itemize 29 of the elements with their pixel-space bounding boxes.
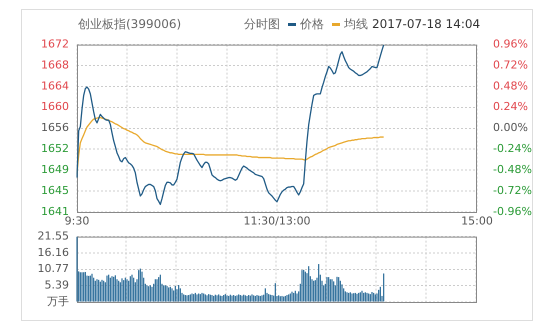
x-tick-label: 11:30/13:00 <box>243 214 311 228</box>
y2-tick-label: 0.00% <box>493 121 528 134</box>
y2-tick-label: -0.96% <box>493 204 532 218</box>
y2-tick-label: 0.72% <box>493 58 528 72</box>
y-tick-label: 16.16 <box>38 246 69 259</box>
y2-tick-label: 0.48% <box>493 79 528 92</box>
y2-tick-label: -0.24% <box>493 142 532 156</box>
y2-tick-label: -0.72% <box>493 184 532 197</box>
y-tick-label: 1645 <box>41 184 69 197</box>
y-tick-label: 21.55 <box>38 229 69 242</box>
legend-title: 分时图 <box>244 17 280 31</box>
x-tick-label: 15:00 <box>461 214 493 228</box>
y-tick-label: 1660 <box>41 100 69 114</box>
y-tick-label: 10.77 <box>38 262 69 276</box>
y-tick-label: 1672 <box>41 37 69 50</box>
y-tick-label: 1649 <box>41 163 69 176</box>
y-tick-label: 5.39 <box>44 278 69 292</box>
y2-tick-label: -0.48% <box>493 163 532 176</box>
legend-label: 价格 <box>300 17 324 31</box>
y-tick-label: 1652 <box>41 142 69 156</box>
y-tick-label: 1656 <box>41 121 69 134</box>
y-tick-label: 1668 <box>41 58 69 72</box>
y2-tick-label: 0.96% <box>493 37 528 50</box>
y-tick-label: 1664 <box>41 79 69 92</box>
chart-title: 创业板指(399006) <box>78 16 182 32</box>
legend-label: 均线 <box>344 17 368 31</box>
y2-tick-label: 0.24% <box>493 100 528 114</box>
y-tick-label: 万手 <box>47 294 69 308</box>
chart-subtitle: 2017-07-18 14:04 <box>372 17 480 31</box>
